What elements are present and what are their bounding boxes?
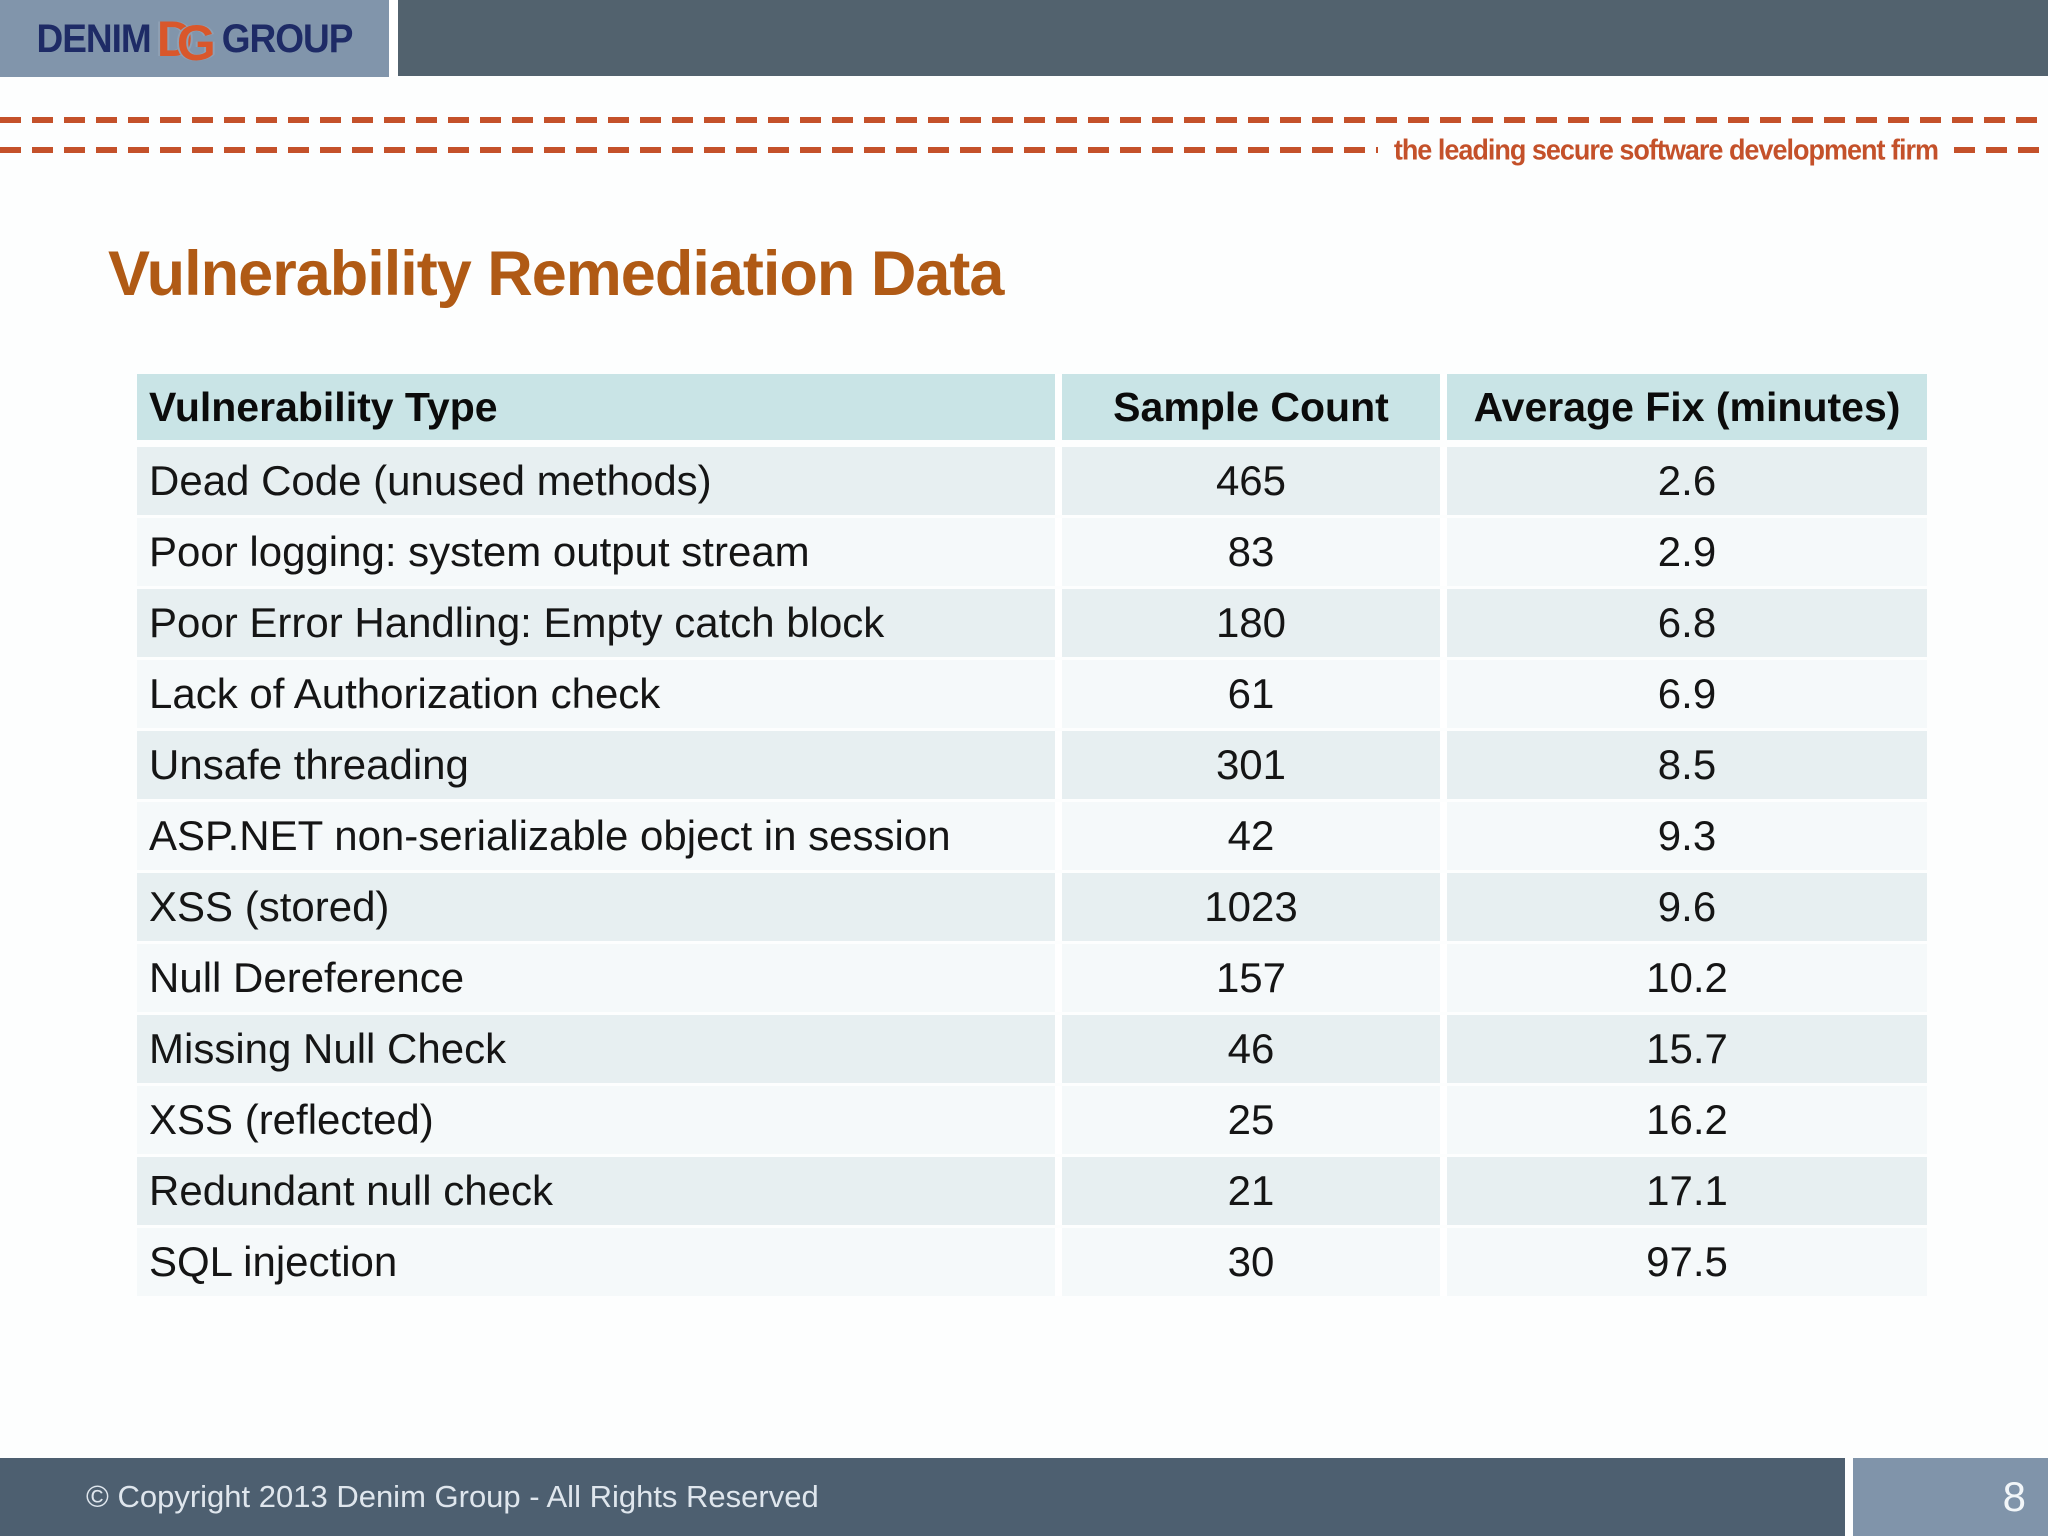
table-row: XSS (stored) 1023 9.6 xyxy=(137,873,1927,941)
dashed-rule-top xyxy=(0,117,2048,123)
column-header-vulnerability-type: Vulnerability Type xyxy=(137,374,1055,440)
cell-vulnerability-type: Redundant null check xyxy=(137,1157,1055,1225)
cell-sample-count: 1023 xyxy=(1055,873,1440,941)
logo-word-denim: DENIM xyxy=(36,15,152,61)
cell-vulnerability-type: Poor Error Handling: Empty catch block xyxy=(137,589,1055,657)
cell-sample-count: 46 xyxy=(1055,1015,1440,1083)
cell-average-fix: 16.2 xyxy=(1440,1086,1927,1154)
cell-average-fix: 2.9 xyxy=(1440,518,1927,586)
cell-sample-count: 42 xyxy=(1055,802,1440,870)
cell-vulnerability-type: Null Dereference xyxy=(137,944,1055,1012)
cell-average-fix: 2.6 xyxy=(1440,447,1927,515)
cell-sample-count: 157 xyxy=(1055,944,1440,1012)
footer-page-box: 8 xyxy=(1853,1458,2048,1536)
cell-vulnerability-type: XSS (stored) xyxy=(137,873,1055,941)
cell-average-fix: 6.8 xyxy=(1440,589,1927,657)
copyright-text: © Copyright 2013 Denim Group - All Right… xyxy=(86,1479,819,1514)
page-title: Vulnerability Remediation Data xyxy=(108,239,1004,309)
vulnerability-table: Vulnerability Type Sample Count Average … xyxy=(137,374,1927,1299)
cell-vulnerability-type: XSS (reflected) xyxy=(137,1086,1055,1154)
footer-bar: © Copyright 2013 Denim Group - All Right… xyxy=(0,1458,1845,1536)
page-number: 8 xyxy=(2002,1473,2026,1520)
cell-average-fix: 8.5 xyxy=(1440,731,1927,799)
dash-segment-right xyxy=(1954,147,2048,153)
cell-sample-count: 83 xyxy=(1055,518,1440,586)
cell-vulnerability-type: Poor logging: system output stream xyxy=(137,518,1055,586)
cell-sample-count: 180 xyxy=(1055,589,1440,657)
cell-vulnerability-type: Dead Code (unused methods) xyxy=(137,447,1055,515)
dashed-rule-bottom: the leading secure software development … xyxy=(0,134,2048,166)
cell-sample-count: 25 xyxy=(1055,1086,1440,1154)
cell-sample-count: 30 xyxy=(1055,1228,1440,1296)
cell-vulnerability-type: Unsafe threading xyxy=(137,731,1055,799)
cell-average-fix: 10.2 xyxy=(1440,944,1927,1012)
cell-vulnerability-type: ASP.NET non-serializable object in sessi… xyxy=(137,802,1055,870)
header-band xyxy=(398,0,2048,76)
cell-average-fix: 9.6 xyxy=(1440,873,1927,941)
table-row: Redundant null check 21 17.1 xyxy=(137,1157,1927,1225)
dg-monogram-d: D xyxy=(156,10,193,67)
table-row: Lack of Authorization check 61 6.9 xyxy=(137,660,1927,728)
table-row: ASP.NET non-serializable object in sessi… xyxy=(137,802,1927,870)
table-row: Null Dereference 157 10.2 xyxy=(137,944,1927,1012)
logo-word-group: GROUP xyxy=(221,15,354,61)
cell-vulnerability-type: SQL injection xyxy=(137,1228,1055,1296)
tagline: the leading secure software development … xyxy=(1393,133,1939,166)
table-row: Poor Error Handling: Empty catch block 1… xyxy=(137,589,1927,657)
table-row: Missing Null Check 46 15.7 xyxy=(137,1015,1927,1083)
cell-sample-count: 61 xyxy=(1055,660,1440,728)
table-row: XSS (reflected) 25 16.2 xyxy=(137,1086,1927,1154)
dg-monogram-g: G xyxy=(176,14,216,71)
column-header-sample-count: Sample Count xyxy=(1055,374,1440,440)
table-row: SQL injection 30 97.5 xyxy=(137,1228,1927,1296)
cell-average-fix: 6.9 xyxy=(1440,660,1927,728)
table-row: Dead Code (unused methods) 465 2.6 xyxy=(137,447,1927,515)
table-body: Dead Code (unused methods) 465 2.6 Poor … xyxy=(137,447,1927,1296)
cell-sample-count: 465 xyxy=(1055,447,1440,515)
dash-segment-left xyxy=(0,147,1378,153)
cell-sample-count: 21 xyxy=(1055,1157,1440,1225)
table-header-row: Vulnerability Type Sample Count Average … xyxy=(137,374,1927,440)
cell-average-fix: 15.7 xyxy=(1440,1015,1927,1083)
cell-vulnerability-type: Missing Null Check xyxy=(137,1015,1055,1083)
cell-average-fix: 97.5 xyxy=(1440,1228,1927,1296)
cell-average-fix: 17.1 xyxy=(1440,1157,1927,1225)
cell-vulnerability-type: Lack of Authorization check xyxy=(137,660,1055,728)
cell-sample-count: 301 xyxy=(1055,731,1440,799)
cell-average-fix: 9.3 xyxy=(1440,802,1927,870)
table-row: Poor logging: system output stream 83 2.… xyxy=(137,518,1927,586)
column-header-average-fix: Average Fix (minutes) xyxy=(1440,374,1927,440)
table-row: Unsafe threading 301 8.5 xyxy=(137,731,1927,799)
